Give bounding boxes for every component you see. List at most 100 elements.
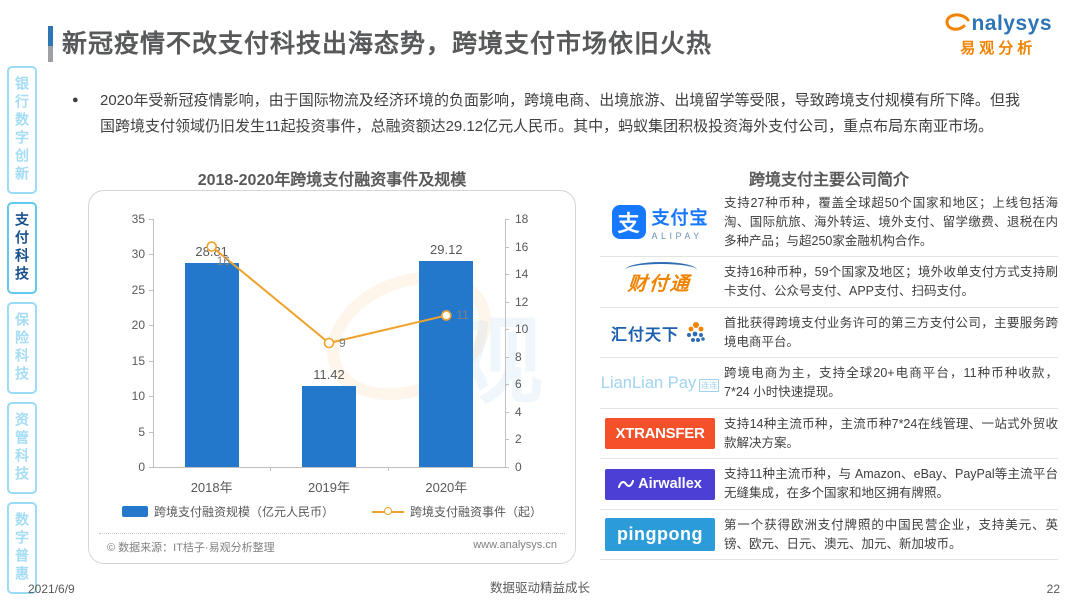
bar-value-label: 28.81 — [195, 243, 228, 259]
chart-legend: 跨境支付融资规模（亿元人民币） 跨境支付融资事件（起） — [89, 503, 575, 520]
legend-label-bar: 跨境支付融资规模（亿元人民币） — [153, 505, 334, 519]
sidebar-item-insurance[interactable]: 保险科技 — [7, 302, 37, 394]
company-row-xtransfer: XTRANSFER 支持14种主流币种，主流币种7*24在线管理、一站式外贸收款… — [600, 409, 1058, 460]
line-value-label: 11 — [456, 308, 469, 323]
bar-value-label: 29.12 — [430, 241, 463, 257]
legend-item-bar: 跨境支付融资规模（亿元人民币） — [121, 503, 334, 520]
chart-title: 2018-2020年跨境支付融资事件及规模 — [197, 172, 467, 189]
tick-mark — [505, 356, 509, 358]
lianlian-name: LianLian Pay — [600, 373, 697, 392]
airwallex-mark-icon — [618, 480, 635, 488]
company-row-huifu: 汇付天下 首批获得跨境支付业务许可的第三方支付公司，主要服务跨境电商平台。 — [600, 308, 1058, 359]
data-source: © 数据来源：IT桔子·易观分析整理 — [107, 542, 275, 554]
line-swatch-icon — [372, 506, 404, 515]
tenpay-swoosh-icon — [624, 261, 698, 278]
tick-mark — [505, 246, 509, 248]
xtransfer-name: XTRANSFER — [605, 418, 715, 449]
company-row-lianlian: LianLian Pay 连连 跨境电商为主，支持全球20+电商平台，11种币种… — [600, 358, 1058, 409]
bar-value-label: 11.42 — [313, 367, 345, 383]
company-row-tenpay: 财付通 支持16种币种，59个国家及地区；境外收单支付方式支持刷卡支付、公众号支… — [600, 257, 1058, 308]
companies-title: 跨境支付主要公司简介 — [748, 172, 909, 189]
tick-mark — [505, 439, 509, 441]
y-axis-tick-label: 5 — [138, 424, 145, 439]
y-axis-tick-label: 10 — [515, 322, 529, 337]
lianlian-logo: LianLian Pay 连连 — [600, 374, 720, 393]
pingpong-name: pingpong — [605, 518, 715, 551]
y-axis-tick-label: 0 — [515, 460, 522, 474]
source-url: www.analysys.cn — [473, 539, 557, 551]
airwallex-name: Airwallex — [638, 476, 702, 492]
sidebar-item-inclusive[interactable]: 数字普惠 — [7, 502, 37, 594]
y-axis-tick-label: 0 — [138, 460, 145, 474]
y-axis-tick-label: 6 — [515, 377, 522, 392]
xtransfer-logo: XTRANSFER — [600, 418, 720, 449]
huifu-name: 汇付天下 — [610, 326, 679, 344]
y-axis-tick-label: 16 — [515, 239, 529, 254]
y-axis-tick-label: 15 — [131, 353, 145, 368]
intro-paragraph: 2020年受新冠疫情影响，由于国际物流及经济环境的负面影响，跨境电商、出境旅游、… — [100, 92, 1020, 135]
huifu-pinwheel-icon — [687, 321, 705, 342]
huifu-logo: 汇付天下 — [600, 320, 720, 346]
tick-mark — [505, 467, 509, 468]
x-axis-label: 2020年 — [425, 480, 468, 495]
tick-mark — [149, 396, 153, 398]
sidebar-item-banking[interactable]: 银行数字创新 — [7, 66, 37, 194]
tick-mark — [505, 274, 509, 276]
x-axis-label: 2018年 — [190, 480, 233, 495]
brand-name-en: nalysys — [971, 12, 1052, 35]
legend-item-line: 跨境支付融资事件（起） — [372, 503, 542, 520]
y-axis-tick-label: 12 — [515, 294, 529, 309]
page-number: 22 — [1046, 582, 1060, 596]
tick-mark — [505, 329, 509, 331]
airwallex-logo: Airwallex — [600, 468, 720, 500]
tick-mark — [149, 254, 153, 256]
y-axis-tick-label: 8 — [515, 349, 522, 364]
tick-mark — [149, 467, 153, 468]
tick-mark — [149, 431, 153, 433]
chart-container: 观 0 5 10 15 20 25 30 35 0 2 4 6 8 10 12 14 16 18 28.81 2018… — [88, 190, 576, 564]
sidebar-item-asset[interactable]: 资管科技 — [7, 402, 37, 494]
tick-mark — [505, 411, 509, 413]
footer-date: 2021/6/9 — [28, 582, 75, 596]
tenpay-logo: 财付通 — [600, 261, 720, 296]
tick-mark — [505, 384, 509, 386]
alipay-logo: 支 支付宝 ALIPAY — [600, 204, 720, 241]
tick-mark — [149, 360, 153, 362]
company-desc: 跨境电商为主，支持全球20+电商平台，11种币种收款，7*24 小时快速提现。 — [724, 366, 1058, 399]
y-axis-tick-label: 18 — [515, 212, 529, 226]
company-desc: 支持11种主流币种，与 Amazon、eBay、PayPal等主流平台无缝集成，… — [724, 467, 1058, 500]
companies-list: 支 支付宝 ALIPAY 支持27种币种，覆盖全球超50个国家和地区；上线包括海… — [600, 188, 1058, 561]
footer-slogan: 数据驱动精益成长 — [489, 581, 590, 595]
source-divider — [99, 533, 565, 534]
brand-name-cn: 易观分析 — [960, 40, 1037, 57]
x-axis — [153, 467, 505, 468]
company-desc: 支持16种币种，59个国家及地区；境外收单支付方式支持刷卡支付、公众号支付、AP… — [724, 265, 1058, 298]
tick-mark — [270, 467, 272, 471]
tick-mark — [505, 219, 509, 220]
alipay-sub: ALIPAY — [651, 230, 703, 241]
source-row: © 数据来源：IT桔子·易观分析整理 www.analysys.cn — [89, 539, 575, 555]
company-row-pingpong: pingpong 第一个获得欧洲支付牌照的中国民营企业，支持美元、英镑、欧元、日… — [600, 510, 1058, 561]
company-desc: 支持14种主流币种，主流币种7*24在线管理、一站式外贸收款解决方案。 — [724, 416, 1058, 450]
bar — [419, 260, 474, 467]
bullet-icon: ● — [72, 94, 79, 106]
lianlian-badge: 连连 — [699, 378, 720, 392]
tick-mark — [149, 219, 153, 220]
tick-mark — [149, 289, 153, 291]
y-axis-tick-label: 30 — [131, 247, 145, 262]
company-row-alipay: 支 支付宝 ALIPAY 支持27种币种，覆盖全球超50个国家和地区；上线包括海… — [600, 188, 1058, 258]
tick-mark — [149, 325, 153, 327]
tick-mark — [505, 301, 509, 303]
chart-canvas: 0 5 10 15 20 25 30 35 0 2 4 6 8 10 12 14 16 18 28.81 2018年 1… — [89, 191, 575, 563]
company-desc: 支持27种币种，覆盖全球超50个国家和地区；上线包括海淘、国际航旅、海外转运、境… — [724, 196, 1058, 248]
sidebar-item-payment[interactable]: 支付科技 — [7, 202, 37, 294]
page-title: 新冠疫情不改支付科技出海态势，跨境支付市场依旧火热 — [62, 30, 713, 58]
y-axis-tick-label: 35 — [131, 212, 145, 226]
company-desc: 首批获得跨境支付业务许可的第三方支付公司，主要服务跨境电商平台。 — [724, 315, 1058, 349]
line-value-label: 16 — [216, 253, 231, 268]
y-axis-right — [505, 219, 506, 467]
y-axis-tick-label: 4 — [515, 404, 522, 419]
x-axis-label: 2019年 — [308, 480, 350, 495]
y-axis-tick-label: 10 — [131, 389, 145, 404]
